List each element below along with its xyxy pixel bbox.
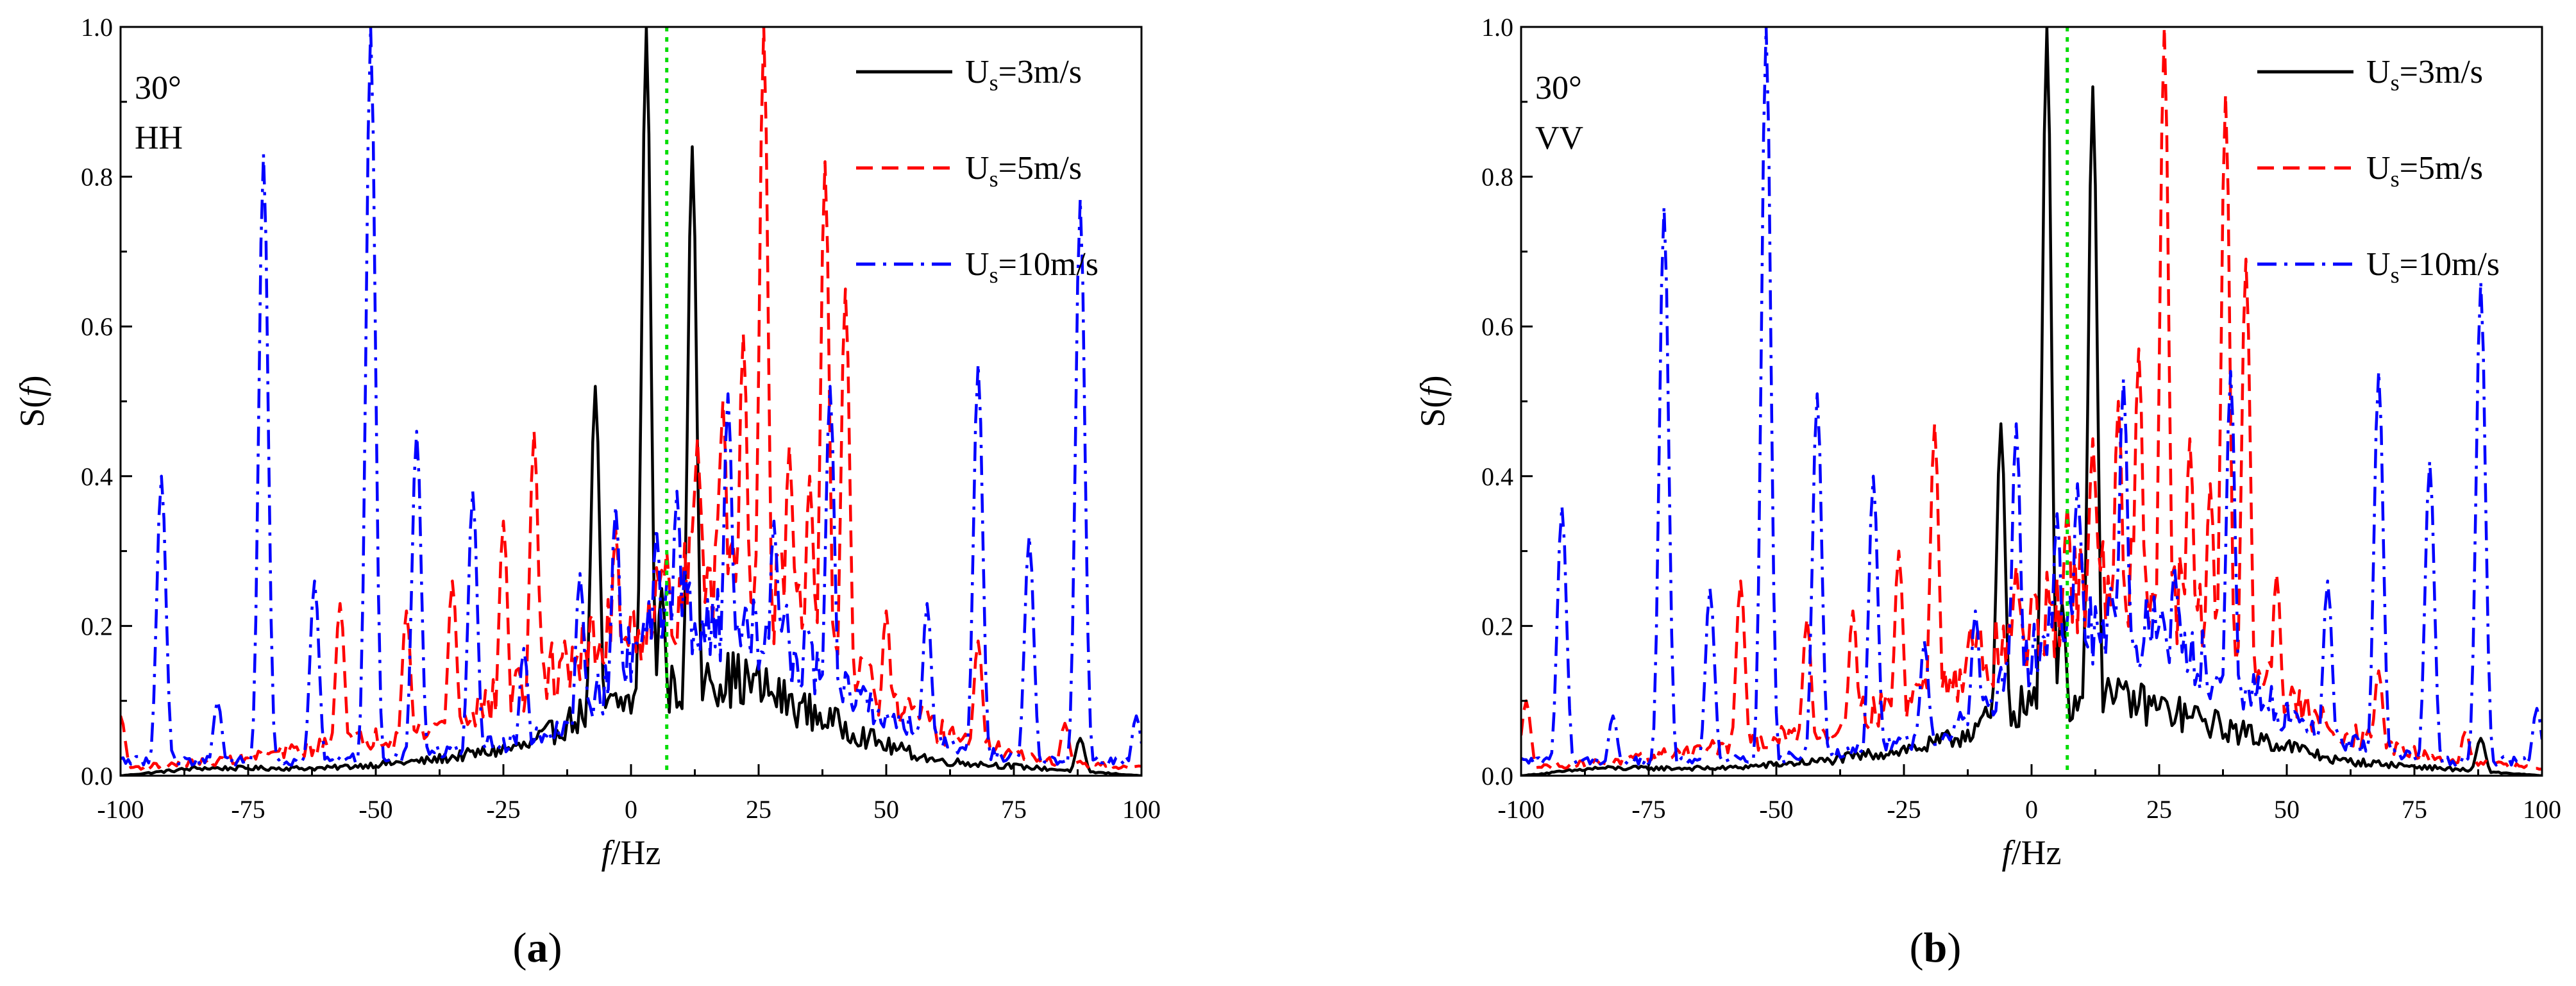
panel-label-open: ( (1910, 924, 1924, 971)
x-tick-label: -100 (1497, 795, 1544, 824)
legend-entry-value: =3m/s (2400, 54, 2483, 90)
panel-label-letter: a (527, 924, 548, 971)
y-tick-label: 0.2 (81, 612, 113, 640)
legend-entry-value: =10m/s (998, 246, 1099, 283)
legend-entry-main: U (2366, 246, 2391, 283)
legend-entry-main: U (965, 246, 989, 283)
panel-label-letter: b (1924, 924, 1948, 971)
y-tick-label: 0.0 (1481, 762, 1513, 790)
chart-panel-b: -100 -75 -50 -25 0 25 50 75 100 0.0 0.2 0.4 0.6 0.8 1.… (1413, 13, 2561, 971)
x-tick-label: 25 (746, 795, 771, 824)
y-tick-label: 0.4 (1481, 462, 1513, 491)
y-tick-label: 0.0 (81, 762, 113, 790)
y-axis-label: S(f) (1413, 375, 1452, 427)
x-tick-label: -50 (358, 795, 392, 824)
x-tick-label: -75 (1631, 795, 1665, 824)
y-tick-label: 1.0 (81, 13, 113, 42)
series-line-10ms (121, 27, 1141, 767)
x-tick-label: 100 (1122, 795, 1161, 824)
x-tick-label: -25 (486, 795, 520, 824)
panel-label-open: ( (513, 924, 527, 971)
x-axis-label-unit: /Hz (2012, 833, 2062, 872)
x-tick-label: 50 (873, 795, 899, 824)
x-tick-label: 100 (2523, 795, 2561, 824)
legend-entry-value: =5m/s (998, 150, 1082, 187)
x-tick-label: -75 (231, 795, 265, 824)
x-tick-label: 0 (2025, 795, 2038, 824)
y-tick-label: 0.4 (81, 462, 113, 491)
legend-entry-subscript: s (2391, 166, 2400, 192)
y-axis-label: S(f) (13, 375, 51, 427)
y-tick-label: 0.2 (1481, 612, 1513, 640)
y-tick-label: 0.6 (1481, 312, 1513, 341)
polarization-annotation: HH (135, 120, 183, 156)
x-axis-label-unit: /Hz (611, 833, 661, 872)
x-tick-label: 0 (625, 795, 637, 824)
legend-entry-value: =10m/s (2400, 246, 2500, 283)
panel-label-close: ) (1947, 924, 1961, 971)
legend-entry-value: =5m/s (2400, 150, 2483, 187)
x-axis-label: f/Hz (602, 833, 661, 872)
chart-panel-a: -100 -75 -50 -25 0 25 50 75 100 0.0 0.2 0.4 0.6 0.8 1.… (13, 13, 1161, 971)
legend-entry: Us=3m/s (965, 54, 1082, 96)
panel-label: (a) (513, 924, 562, 971)
legend-entry: Us=10m/s (2366, 246, 2500, 288)
legend-entry: Us=10m/s (965, 246, 1099, 288)
legend-entry-main: U (965, 54, 989, 90)
y-tick-label: 0.6 (81, 312, 113, 341)
legend-entry-subscript: s (2391, 70, 2400, 96)
angle-annotation: 30° (1535, 70, 1582, 106)
series-line-5ms (121, 27, 1141, 771)
x-tick-label: 25 (2146, 795, 2172, 824)
panel-label: (b) (1910, 924, 1962, 971)
series-line-3ms (121, 27, 1141, 776)
x-tick-label: 75 (1001, 795, 1027, 824)
x-axis-label: f/Hz (2002, 833, 2062, 872)
y-axis-label-pre: S( (13, 396, 51, 427)
legend-entry-subscript: s (989, 166, 998, 192)
y-axis-label-post: ) (13, 375, 51, 387)
legend-entry-value: =3m/s (998, 54, 1082, 90)
y-axis-label-post: ) (1413, 375, 1452, 387)
y-axis-label-pre: S( (1413, 396, 1452, 427)
y-tick-label: 0.8 (1481, 163, 1513, 192)
x-tick-label: 75 (2402, 795, 2427, 824)
angle-annotation: 30° (135, 70, 181, 106)
legend-entry: Us=3m/s (2366, 54, 2483, 96)
x-tick-label: -25 (1887, 795, 1921, 824)
y-tick-label: 1.0 (1481, 13, 1513, 42)
x-tick-label: -50 (1759, 795, 1793, 824)
legend-entry: Us=5m/s (965, 150, 1082, 192)
legend-entry-subscript: s (989, 70, 998, 96)
legend-entry-main: U (2366, 54, 2391, 90)
x-tick-label: -100 (97, 795, 144, 824)
legend-entry-main: U (965, 150, 989, 187)
polarization-annotation: VV (1535, 120, 1583, 156)
legend-entry: Us=5m/s (2366, 150, 2483, 192)
legend-entry-main: U (2366, 150, 2391, 187)
series-line-3ms (1521, 27, 2542, 776)
legend-entry-subscript: s (989, 262, 998, 288)
series-line-10ms (1521, 27, 2542, 767)
legend-entry-subscript: s (2391, 262, 2400, 288)
x-tick-label: 50 (2274, 795, 2300, 824)
y-tick-label: 0.8 (81, 163, 113, 192)
panel-label-close: ) (548, 924, 562, 971)
